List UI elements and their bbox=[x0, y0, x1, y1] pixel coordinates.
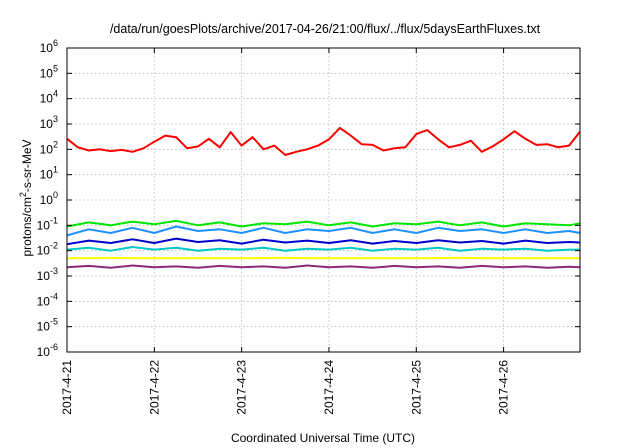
series-group bbox=[66, 126, 581, 269]
series-line-5 bbox=[66, 246, 580, 252]
y-tick-label: 102 bbox=[40, 139, 58, 156]
y-tick-base: 10 bbox=[37, 320, 51, 334]
y-tick-exponent: 3 bbox=[53, 114, 58, 124]
y-tick-exponent: -5 bbox=[50, 317, 58, 327]
y-tick-base: 10 bbox=[40, 117, 54, 131]
y-tick-label: 104 bbox=[40, 89, 58, 106]
y-tick-label: 10-3 bbox=[37, 266, 58, 283]
x-tick-label: 2017-4-25 bbox=[409, 360, 423, 415]
series-line-1 bbox=[66, 126, 581, 156]
series-line-2 bbox=[66, 219, 581, 228]
x-tick-label: 2017-4-23 bbox=[235, 360, 249, 415]
y-tick-exponent: 1 bbox=[53, 165, 58, 175]
y-tick-exponent: -4 bbox=[50, 291, 58, 301]
y-tick-exponent: -2 bbox=[50, 241, 58, 251]
y-tick-base: 10 bbox=[40, 142, 54, 156]
y-tick-base: 10 bbox=[40, 41, 54, 55]
y-tick-exponent: 5 bbox=[53, 63, 58, 73]
y-tick-label: 10-4 bbox=[37, 291, 58, 308]
y-tick-base: 10 bbox=[37, 218, 51, 232]
y-axis-label-sup: 2 bbox=[18, 192, 28, 197]
y-axis-label-post: -s-sr-MeV bbox=[20, 139, 34, 192]
y-axis-label-pre: protons/cm bbox=[20, 197, 34, 256]
y-tick-base: 10 bbox=[37, 269, 51, 283]
y-tick-exponent: 4 bbox=[53, 89, 58, 99]
y-tick-label: 101 bbox=[40, 165, 58, 182]
x-axis-label: Coordinated Universal Time (UTC) bbox=[231, 431, 415, 445]
x-tick-labels: 2017-4-21 2017-4-22 2017-4-23 2017-4-24 2017… bbox=[60, 360, 511, 415]
y-tick-label: 106 bbox=[40, 38, 58, 55]
y-tick-exponent: -1 bbox=[50, 215, 58, 225]
y-axis-label: protons/cm2-s-sr-MeV bbox=[18, 139, 34, 256]
y-tick-exponent: -3 bbox=[50, 266, 58, 276]
x-tick-label: 2017-4-24 bbox=[322, 360, 336, 415]
y-tick-base: 10 bbox=[37, 244, 51, 258]
y-tick-base: 10 bbox=[40, 193, 54, 207]
x-tick-label: 2017-4-21 bbox=[60, 360, 74, 415]
y-tick-base: 10 bbox=[40, 92, 54, 106]
y-tick-exponent: 6 bbox=[53, 38, 58, 48]
chart-title: /data/run/goesPlots/archive/2017-04-26/2… bbox=[110, 22, 541, 36]
y-tick-label: 103 bbox=[40, 114, 58, 131]
axis-ticks bbox=[66, 47, 580, 353]
y-tick-exponent: -6 bbox=[50, 342, 58, 352]
y-tick-label: 10-5 bbox=[37, 317, 58, 334]
y-tick-label: 100 bbox=[40, 190, 58, 207]
y-tick-labels: 10-610-510-410-310-210-11001011021031041… bbox=[37, 38, 58, 359]
y-tick-base: 10 bbox=[40, 168, 54, 182]
grid-lines bbox=[66, 48, 580, 352]
y-tick-base: 10 bbox=[37, 294, 51, 308]
y-tick-label: 10-1 bbox=[37, 215, 58, 232]
y-tick-label: 105 bbox=[40, 63, 58, 80]
x-tick-label: 2017-4-22 bbox=[147, 360, 161, 415]
y-tick-base: 10 bbox=[37, 345, 51, 359]
series-line-7 bbox=[66, 264, 581, 269]
y-tick-exponent: 0 bbox=[53, 190, 58, 200]
y-tick-label: 10-2 bbox=[37, 241, 58, 258]
series-line-3 bbox=[66, 225, 581, 237]
y-tick-label: 10-6 bbox=[37, 342, 58, 359]
x-tick-label: 2017-4-26 bbox=[497, 360, 511, 415]
y-tick-exponent: 2 bbox=[53, 139, 58, 149]
y-tick-base: 10 bbox=[40, 66, 54, 80]
series-line-4 bbox=[66, 237, 581, 246]
